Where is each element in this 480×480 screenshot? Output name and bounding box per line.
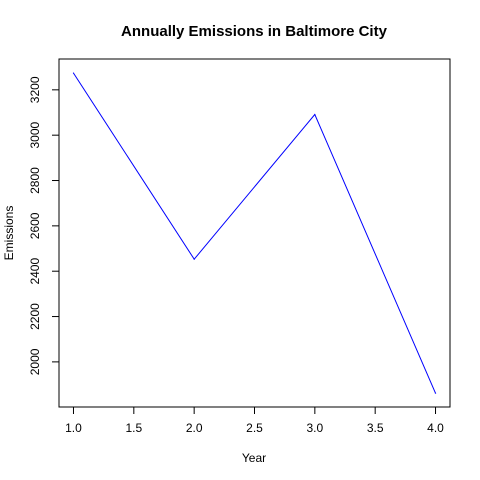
y-tick-label: 3200 [28,76,42,103]
y-axis: 2000 2200 2400 2600 2800 3000 3200 [28,76,60,375]
x-axis: 1.0 1.5 2.0 2.5 3.0 3.5 4.0 [65,406,444,435]
y-tick-label: 2200 [28,303,42,330]
x-tick-label: 1.5 [125,421,142,435]
series-layer [72,72,437,394]
x-tick-label: 2.5 [246,421,263,435]
data-point [434,392,437,394]
x-tick-label: 1.0 [65,421,82,435]
x-axis-title: Year [242,451,266,465]
y-tick-label: 2800 [28,167,42,194]
x-tick-label: 4.0 [427,421,444,435]
data-point [314,113,316,116]
x-tick-label: 3.0 [306,421,323,435]
x-tick-label: 2.0 [186,421,203,435]
series-line [73,72,436,394]
chart-title: Annually Emissions in Baltimore City [121,23,388,40]
data-point [193,258,195,260]
plot-frame [58,58,451,408]
y-axis-title: Emissions [2,206,16,261]
y-tick-label: 2000 [28,348,42,375]
y-tick-label: 2400 [28,258,42,285]
y-tick-label: 2600 [28,212,42,239]
x-tick-label: 3.5 [367,421,384,435]
data-point [72,72,75,74]
y-tick-label: 3000 [28,122,42,149]
